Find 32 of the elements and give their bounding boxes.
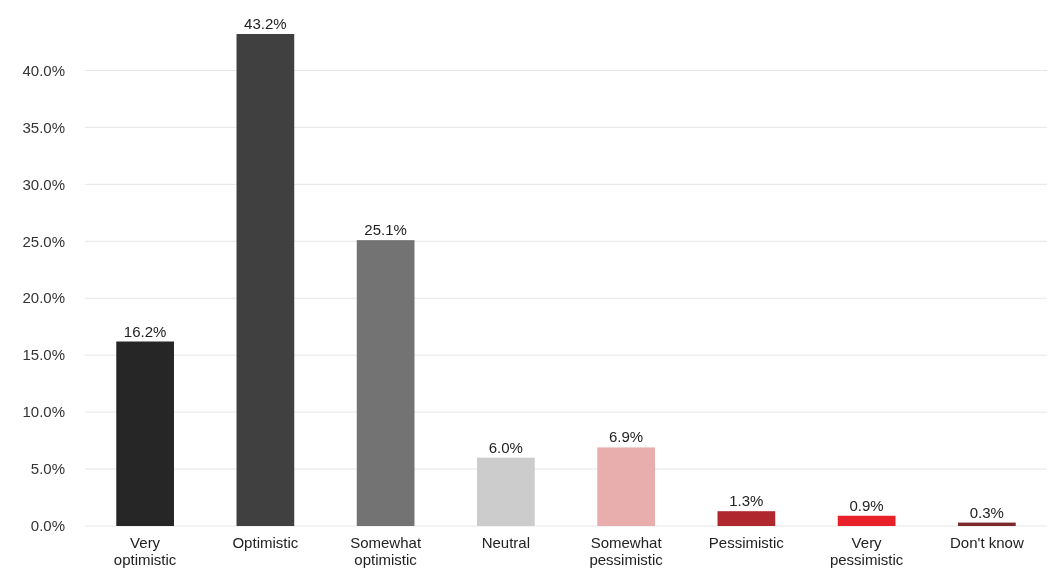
x-tick-label: Neutral	[481, 534, 531, 551]
data-label: 43.2%	[244, 15, 287, 32]
x-tick-label: Very pessimistic	[829, 534, 904, 568]
y-tick-label: 0.0%	[30, 517, 65, 535]
x-tick-label: Don't know	[950, 534, 1024, 551]
data-label: 1.3%	[729, 492, 764, 510]
y-tick-label: 15.0%	[22, 346, 65, 364]
x-tick-label: Optimistic	[232, 534, 299, 551]
bar	[356, 240, 415, 526]
x-tick-label: Very optimistic	[113, 534, 177, 568]
data-label: 0.3%	[969, 503, 1004, 521]
y-tick-label: 20.0%	[22, 289, 65, 307]
x-tick-label: Somewhat pessimistic	[589, 534, 664, 568]
bar	[116, 341, 174, 526]
y-tick-label: 35.0%	[22, 118, 65, 136]
x-tick-label: Somewhat optimistic	[350, 534, 422, 568]
bar	[477, 457, 535, 526]
bar	[597, 447, 655, 526]
y-tick-label: 5.0%	[30, 460, 65, 478]
bar	[837, 515, 896, 526]
data-label: 6.0%	[488, 438, 523, 456]
data-label: 16.2%	[123, 322, 167, 340]
y-tick-label: 30.0%	[22, 175, 65, 193]
data-label: 0.9%	[849, 496, 884, 514]
data-label: 6.9%	[609, 428, 644, 446]
y-tick-label: 10.0%	[22, 403, 65, 421]
y-tick-label: 40.0%	[22, 61, 65, 79]
bar	[236, 34, 295, 526]
y-tick-label: 25.0%	[22, 232, 65, 250]
data-label: 25.1%	[364, 221, 407, 239]
bar	[717, 511, 776, 526]
x-tick-label: Pessimistic	[708, 534, 785, 551]
